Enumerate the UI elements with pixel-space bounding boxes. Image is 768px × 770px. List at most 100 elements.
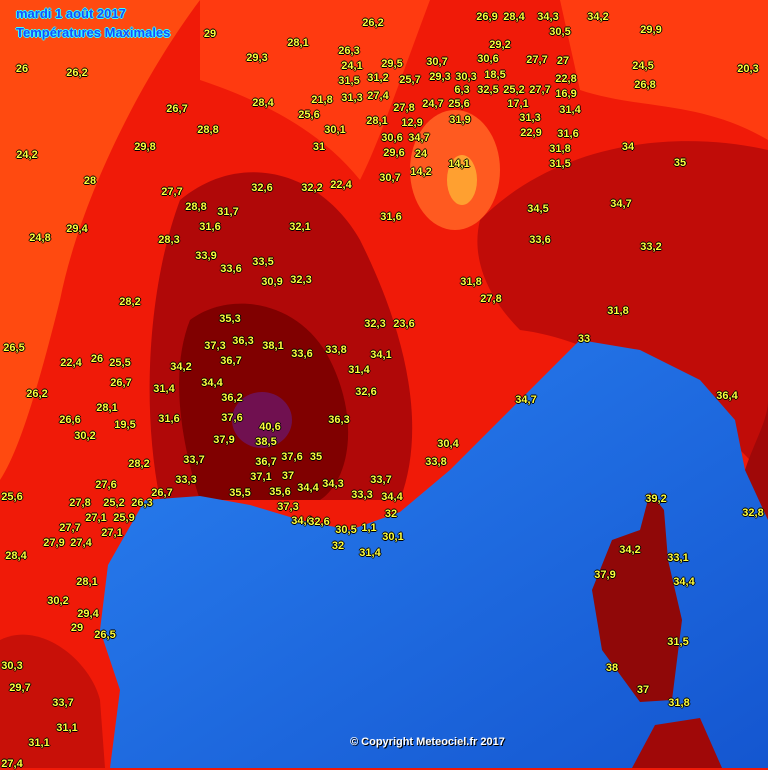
station-temperature: 27,7: [526, 54, 548, 66]
station-temperature: 28,2: [119, 296, 141, 308]
station-temperature: 26,3: [338, 45, 360, 57]
station-temperature: 1,1: [361, 522, 377, 534]
station-temperature: 26,5: [94, 629, 116, 641]
station-temperature: 38: [605, 662, 619, 674]
station-temperature: 35: [673, 157, 687, 169]
station-temperature: 37,6: [281, 451, 303, 463]
station-temperature: 28,2: [128, 458, 150, 470]
station-temperature: 32: [331, 540, 345, 552]
station-temperature: 32,3: [290, 274, 312, 286]
station-temperature: 33,3: [175, 474, 197, 486]
station-temperature: 31,4: [559, 104, 581, 116]
station-temperature: 24,5: [632, 60, 654, 72]
station-temperature: 22,8: [555, 73, 577, 85]
station-temperature: 33,6: [220, 263, 242, 275]
station-temperature: 24,2: [16, 149, 38, 161]
station-temperature: 32,1: [289, 221, 311, 233]
station-temperature: 28,4: [252, 97, 274, 109]
station-temperature: 31,4: [359, 547, 381, 559]
station-temperature: 30,7: [426, 56, 448, 68]
station-temperature: 24,7: [422, 98, 444, 110]
station-temperature: 34,6: [291, 515, 313, 527]
station-temperature: 26: [15, 63, 29, 75]
sea: [100, 340, 768, 768]
station-temperature: 30,7: [379, 172, 401, 184]
station-temperature: 31,5: [338, 75, 360, 87]
station-temperature: 31,1: [56, 722, 78, 734]
station-temperature: 29,7: [9, 682, 31, 694]
station-temperature: 34,3: [322, 478, 344, 490]
max-zone: [232, 392, 292, 448]
hot-zone-catalonia: [0, 634, 105, 768]
station-temperature: 26,5: [3, 342, 25, 354]
station-temperature: 28,1: [287, 37, 309, 49]
station-temperature: 26,7: [110, 377, 132, 389]
station-temperature: 32,3: [364, 318, 386, 330]
station-temperature: 33: [577, 333, 591, 345]
station-temperature: 32,6: [251, 182, 273, 194]
station-temperature: 28,3: [158, 234, 180, 246]
station-temperature: 30,5: [549, 26, 571, 38]
station-temperature: 32,2: [301, 182, 323, 194]
station-temperature: 26,9: [476, 11, 498, 23]
station-temperature: 22,4: [330, 179, 352, 191]
station-temperature: 34,4: [201, 377, 223, 389]
station-temperature: 26: [90, 353, 104, 365]
station-temperature: 34,7: [610, 198, 632, 210]
station-temperature: 25,6: [1, 491, 23, 503]
warm-zone-north: [200, 0, 430, 180]
station-temperature: 30,5: [335, 524, 357, 536]
station-temperature: 14,2: [410, 166, 432, 178]
station-temperature: 37,1: [250, 471, 272, 483]
station-temperature: 29,6: [383, 147, 405, 159]
station-temperature: 31,8: [607, 305, 629, 317]
station-temperature: 27,8: [480, 293, 502, 305]
station-temperature: 31,3: [341, 92, 363, 104]
station-temperature: 32,8: [742, 507, 764, 519]
station-temperature: 25,2: [503, 84, 525, 96]
station-temperature: 34,1: [370, 349, 392, 361]
station-temperature: 33,5: [252, 256, 274, 268]
station-temperature: 37,6: [221, 412, 243, 424]
station-temperature: 26,3: [131, 497, 153, 509]
station-temperature: 29,3: [246, 52, 268, 64]
station-temperature: 26,6: [59, 414, 81, 426]
station-temperature: 29,9: [640, 24, 662, 36]
station-temperature: 34,4: [381, 491, 403, 503]
station-temperature: 27,8: [69, 497, 91, 509]
map-date: mardi 1 août 2017: [16, 6, 126, 21]
station-temperature: 37,9: [594, 569, 616, 581]
hot-zone-italy: [745, 400, 768, 520]
station-temperature: 30,1: [324, 124, 346, 136]
station-temperature: 24,8: [29, 232, 51, 244]
station-temperature: 34,2: [587, 11, 609, 23]
station-temperature: 33,1: [667, 552, 689, 564]
station-temperature: 27,1: [101, 527, 123, 539]
station-temperature: 12,9: [401, 117, 423, 129]
station-temperature: 31,6: [380, 211, 402, 223]
station-temperature: 40,6: [259, 421, 281, 433]
station-temperature: 28,1: [76, 576, 98, 588]
station-temperature: 33,9: [195, 250, 217, 262]
station-temperature: 32,6: [308, 516, 330, 528]
station-temperature: 30,9: [261, 276, 283, 288]
station-temperature: 25,6: [298, 109, 320, 121]
station-temperature: 31: [312, 141, 326, 153]
station-temperature: 37: [636, 684, 650, 696]
map-title: Températures Maximales: [16, 25, 171, 40]
station-temperature: 26,8: [634, 79, 656, 91]
station-temperature: 32,6: [355, 386, 377, 398]
station-temperature: 29,2: [489, 39, 511, 51]
station-temperature: 33,8: [325, 344, 347, 356]
station-temperature: 31,6: [158, 413, 180, 425]
station-temperature: 31,6: [199, 221, 221, 233]
station-temperature: 18,5: [484, 69, 506, 81]
station-temperature: 27,4: [367, 90, 389, 102]
station-temperature: 31,3: [519, 112, 541, 124]
station-temperature: 25,6: [448, 98, 470, 110]
station-temperature: 25,7: [399, 74, 421, 86]
station-temperature: 31,2: [367, 72, 389, 84]
station-temperature: 29: [203, 28, 217, 40]
station-temperature: 31,4: [153, 383, 175, 395]
station-temperature: 27,7: [529, 84, 551, 96]
